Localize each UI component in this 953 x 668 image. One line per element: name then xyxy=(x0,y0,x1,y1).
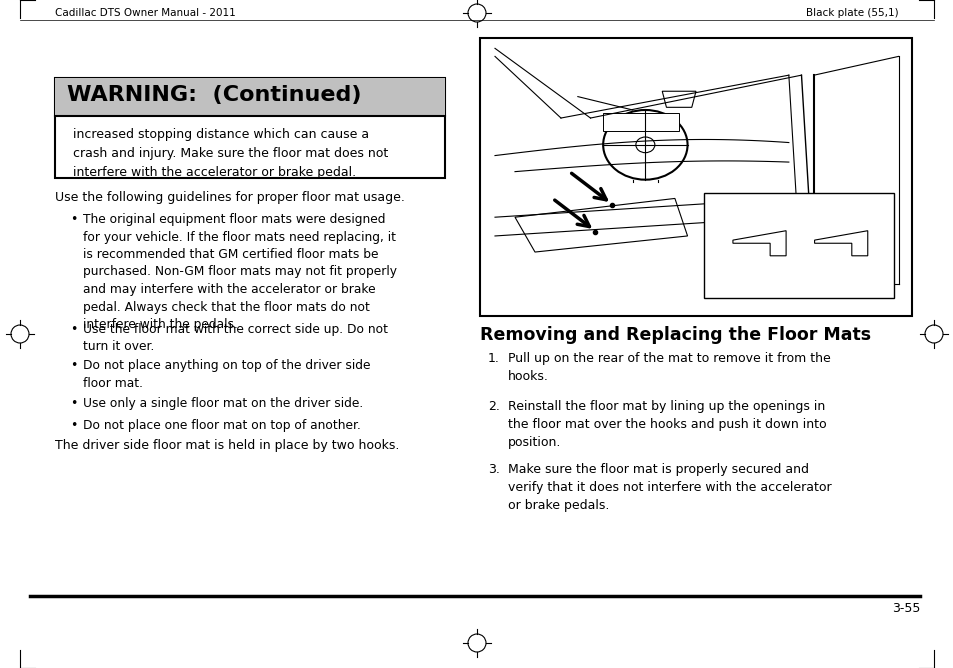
Text: Removing and Replacing the Floor Mats: Removing and Replacing the Floor Mats xyxy=(479,326,870,344)
Text: Make sure the floor mat is properly secured and
verify that it does not interfer: Make sure the floor mat is properly secu… xyxy=(507,463,831,512)
Text: Do not place anything on top of the driver side
floor mat.: Do not place anything on top of the driv… xyxy=(83,359,370,390)
Text: •: • xyxy=(70,419,77,432)
Text: 3-55: 3-55 xyxy=(891,601,919,615)
Bar xyxy=(703,193,893,298)
Text: increased stopping distance which can cause a
crash and injury. Make sure the fl: increased stopping distance which can ca… xyxy=(73,128,388,179)
Text: Cadillac DTS Owner Manual - 2011: Cadillac DTS Owner Manual - 2011 xyxy=(55,8,235,18)
Text: 3.: 3. xyxy=(488,463,499,476)
Text: Black plate (55,1): Black plate (55,1) xyxy=(805,8,898,18)
Text: •: • xyxy=(70,397,77,409)
Text: The original equipment floor mats were designed
for your vehicle. If the floor m: The original equipment floor mats were d… xyxy=(83,213,396,331)
Text: Use the following guidelines for proper floor mat usage.: Use the following guidelines for proper … xyxy=(55,191,404,204)
Text: 1.: 1. xyxy=(488,352,499,365)
Bar xyxy=(479,38,911,316)
Text: Use the floor mat with the correct side up. Do not
turn it over.: Use the floor mat with the correct side … xyxy=(83,323,388,353)
Text: 2.: 2. xyxy=(488,400,499,413)
Text: •: • xyxy=(70,359,77,373)
Text: Do not place one floor mat on top of another.: Do not place one floor mat on top of ano… xyxy=(83,419,360,432)
Text: •: • xyxy=(70,213,77,226)
Text: The driver side floor mat is held in place by two hooks.: The driver side floor mat is held in pla… xyxy=(55,440,399,452)
Bar xyxy=(55,78,444,116)
Text: Use only a single floor mat on the driver side.: Use only a single floor mat on the drive… xyxy=(83,397,363,409)
Bar xyxy=(602,113,679,132)
Text: •: • xyxy=(70,323,77,335)
Text: Reinstall the floor mat by lining up the openings in
the floor mat over the hook: Reinstall the floor mat by lining up the… xyxy=(507,400,825,449)
Text: Pull up on the rear of the mat to remove it from the
hooks.: Pull up on the rear of the mat to remove… xyxy=(507,352,830,383)
Bar xyxy=(55,78,444,178)
Text: WARNING:  (Continued): WARNING: (Continued) xyxy=(67,85,361,105)
